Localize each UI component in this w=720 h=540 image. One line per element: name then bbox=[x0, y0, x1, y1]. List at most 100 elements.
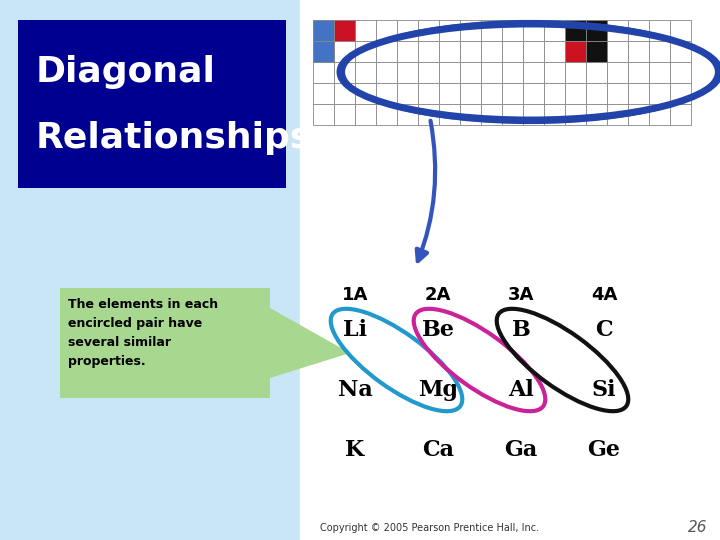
FancyArrowPatch shape bbox=[417, 121, 435, 261]
Bar bbox=[502, 62, 523, 83]
Bar bbox=[481, 20, 502, 41]
Bar bbox=[313, 104, 334, 125]
Bar bbox=[544, 83, 565, 104]
Text: Diagonal: Diagonal bbox=[36, 55, 216, 89]
Bar bbox=[397, 104, 418, 125]
Bar bbox=[523, 41, 544, 62]
Bar bbox=[313, 20, 334, 41]
Bar bbox=[670, 83, 691, 104]
Bar bbox=[334, 83, 355, 104]
Bar bbox=[481, 41, 502, 62]
Text: 26: 26 bbox=[688, 521, 708, 536]
Bar bbox=[523, 62, 544, 83]
Bar bbox=[439, 20, 460, 41]
Bar bbox=[313, 83, 334, 104]
Text: The elements in each
encircled pair have
several similar
properties.: The elements in each encircled pair have… bbox=[68, 298, 218, 368]
Bar bbox=[300, 0, 720, 540]
Bar bbox=[565, 83, 586, 104]
Bar bbox=[607, 20, 628, 41]
Bar bbox=[586, 62, 607, 83]
Bar bbox=[376, 104, 397, 125]
Bar bbox=[418, 62, 439, 83]
Bar bbox=[355, 62, 376, 83]
Bar bbox=[313, 41, 334, 62]
Bar bbox=[397, 62, 418, 83]
Bar bbox=[502, 104, 523, 125]
Text: Ge: Ge bbox=[588, 439, 621, 461]
Bar bbox=[544, 104, 565, 125]
Bar bbox=[481, 83, 502, 104]
Bar bbox=[460, 41, 481, 62]
Bar bbox=[670, 41, 691, 62]
Bar bbox=[397, 20, 418, 41]
Text: Ca: Ca bbox=[422, 439, 454, 461]
Bar bbox=[460, 62, 481, 83]
Bar bbox=[313, 62, 334, 83]
Bar bbox=[565, 20, 586, 41]
Bar bbox=[586, 41, 607, 62]
Bar bbox=[586, 20, 607, 41]
Bar bbox=[628, 83, 649, 104]
Text: Li: Li bbox=[343, 319, 367, 341]
Bar bbox=[376, 41, 397, 62]
Bar bbox=[628, 41, 649, 62]
Text: Na: Na bbox=[338, 379, 372, 401]
Bar bbox=[460, 83, 481, 104]
Bar bbox=[334, 20, 355, 41]
Bar bbox=[355, 41, 376, 62]
Text: Mg: Mg bbox=[418, 379, 458, 401]
Bar bbox=[649, 20, 670, 41]
Bar bbox=[334, 41, 355, 62]
Bar bbox=[418, 83, 439, 104]
Bar bbox=[544, 20, 565, 41]
Bar bbox=[502, 20, 523, 41]
Bar bbox=[649, 62, 670, 83]
Bar bbox=[649, 104, 670, 125]
Bar bbox=[355, 20, 376, 41]
Bar bbox=[376, 62, 397, 83]
Text: Copyright © 2005 Pearson Prentice Hall, Inc.: Copyright © 2005 Pearson Prentice Hall, … bbox=[320, 523, 539, 533]
Bar bbox=[334, 104, 355, 125]
Bar bbox=[460, 20, 481, 41]
Bar bbox=[565, 20, 586, 41]
Bar bbox=[607, 41, 628, 62]
Bar bbox=[439, 104, 460, 125]
Bar bbox=[565, 41, 586, 62]
Bar bbox=[670, 104, 691, 125]
Bar bbox=[418, 41, 439, 62]
Bar bbox=[523, 104, 544, 125]
Bar bbox=[418, 20, 439, 41]
Bar bbox=[649, 83, 670, 104]
Bar bbox=[376, 83, 397, 104]
Text: 4A: 4A bbox=[591, 286, 617, 304]
Text: Al: Al bbox=[508, 379, 534, 401]
Bar bbox=[607, 104, 628, 125]
Bar bbox=[670, 62, 691, 83]
Bar bbox=[355, 104, 376, 125]
Bar bbox=[586, 104, 607, 125]
Bar bbox=[313, 41, 334, 62]
Text: Si: Si bbox=[592, 379, 616, 401]
Bar bbox=[439, 41, 460, 62]
Bar bbox=[565, 62, 586, 83]
Bar bbox=[418, 104, 439, 125]
Bar bbox=[502, 83, 523, 104]
Bar bbox=[397, 41, 418, 62]
Bar bbox=[313, 20, 334, 41]
Bar bbox=[586, 41, 607, 62]
Bar bbox=[670, 20, 691, 41]
Bar bbox=[334, 62, 355, 83]
Bar bbox=[376, 20, 397, 41]
Bar bbox=[523, 83, 544, 104]
Bar bbox=[544, 62, 565, 83]
Bar bbox=[481, 104, 502, 125]
Bar bbox=[586, 83, 607, 104]
Bar bbox=[355, 83, 376, 104]
Bar bbox=[607, 62, 628, 83]
Text: 1A: 1A bbox=[342, 286, 368, 304]
Bar bbox=[628, 20, 649, 41]
Bar bbox=[607, 83, 628, 104]
Bar bbox=[628, 62, 649, 83]
Bar bbox=[523, 20, 544, 41]
Bar bbox=[565, 41, 586, 62]
